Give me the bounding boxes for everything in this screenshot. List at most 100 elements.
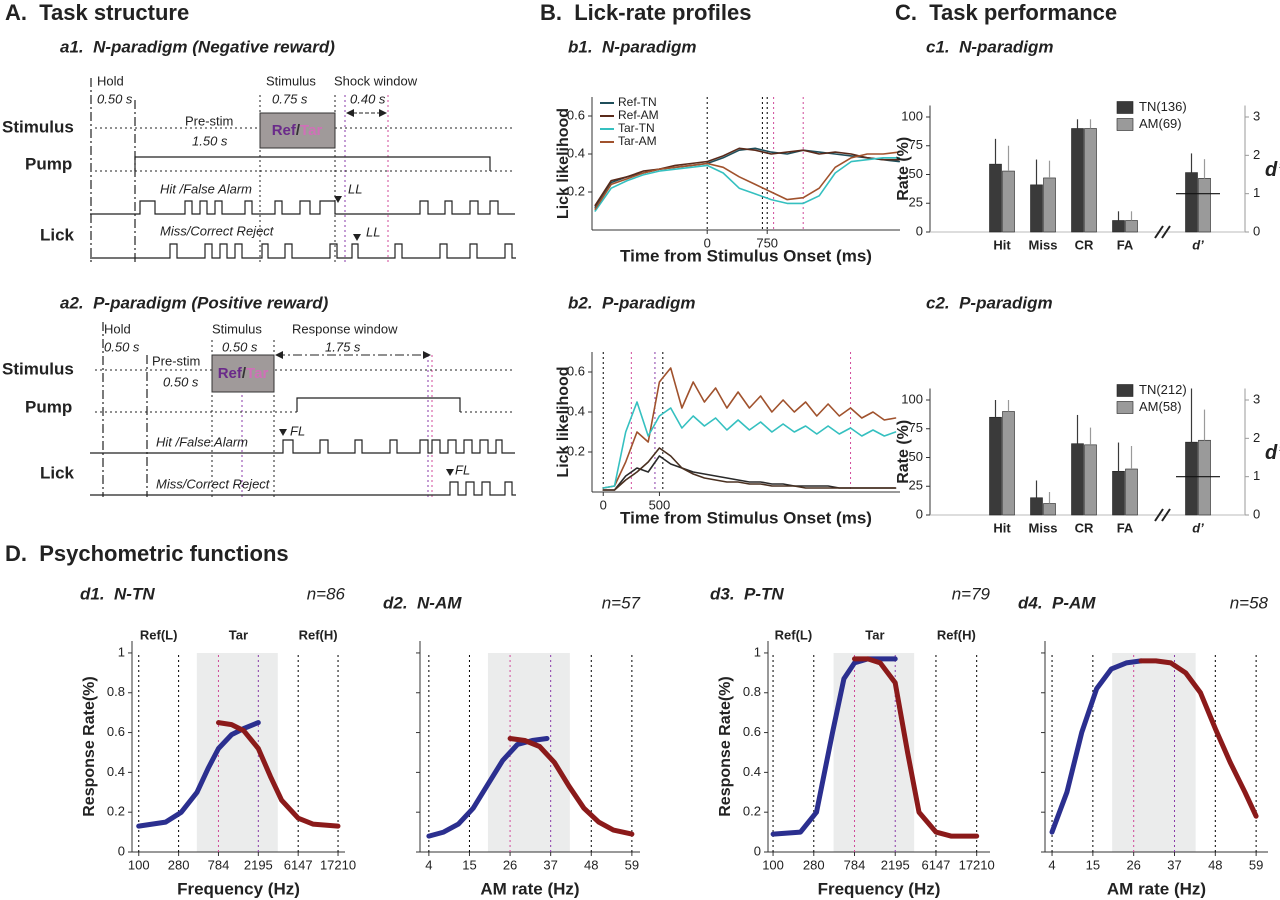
label: Pre-stim — [185, 113, 233, 128]
bar — [989, 163, 1002, 233]
y-tick-label: 1 — [118, 644, 125, 659]
lick-marker — [353, 234, 361, 241]
y-tick-label: 100 — [901, 108, 923, 123]
bar — [1071, 128, 1084, 233]
legend-label: Ref-AM — [618, 108, 659, 122]
y-tick-label: 0 — [916, 506, 923, 521]
x-tick-label: 37 — [543, 857, 557, 872]
x-tick-label: 100 — [128, 857, 150, 872]
x-tick-label: 59 — [1249, 857, 1263, 872]
region-label: Tar — [865, 627, 884, 642]
legend-label: AM(58) — [1139, 399, 1182, 414]
x-tick-label: 17210 — [320, 857, 356, 872]
x-tick-label: 784 — [208, 857, 230, 872]
label: 0.50 s — [163, 374, 199, 389]
x-tick-label: CR — [1075, 520, 1094, 535]
row-label: Lick — [40, 463, 75, 482]
label: Hit /False Alarm — [156, 434, 248, 449]
legend-label: Tar-AM — [618, 134, 657, 148]
panel-title: D. Psychometric functions — [5, 541, 289, 566]
y-tick-label: 0 — [754, 843, 761, 858]
subpanel-title: d4. P-AM — [1018, 593, 1096, 612]
lick-trace — [90, 481, 516, 496]
diagram-a2: a2. P-paradigm (Positive reward) Stimulu… — [2, 293, 516, 497]
legend-swatch — [1116, 401, 1134, 414]
panel-title: B. Lick-rate profiles — [540, 0, 752, 25]
y-tick-label: 25 — [909, 195, 923, 210]
y-tick-label: 75 — [909, 137, 923, 152]
y-tick-label: 50 — [909, 166, 923, 181]
y-tick-label: 0.4 — [107, 764, 125, 779]
bar — [1030, 497, 1043, 516]
pump-trace — [134, 156, 491, 171]
subpanel-title: d1. N-TN — [80, 584, 155, 603]
subpanel-title: a1. N-paradigm (Negative reward) — [60, 37, 335, 56]
label: Miss/Correct Reject — [156, 476, 271, 491]
subpanel-title: c1. N-paradigm — [926, 37, 1054, 56]
diagram-a1: a1. N-paradigm (Negative reward) Stimulu… — [2, 37, 516, 262]
y2-tick-label: 0 — [1253, 223, 1260, 238]
y-tick-label: 0.2 — [567, 443, 585, 458]
label: 0.40 s — [350, 91, 386, 106]
annotation: n=57 — [602, 593, 641, 612]
region-label: Ref(L) — [140, 627, 178, 642]
bar — [1125, 468, 1138, 516]
slash: / — [242, 365, 247, 382]
x-tick-label: Hit — [993, 237, 1011, 252]
bar — [1002, 411, 1015, 516]
y-tick-label: 0.6 — [107, 724, 125, 739]
x-axis-label: Time from Stimulus Onset (ms) — [620, 246, 872, 265]
y-axis-label: Rate (%) — [895, 420, 912, 484]
y-tick-label: 75 — [909, 420, 923, 435]
region-label: Ref(L) — [775, 627, 813, 642]
x-tick-label: FA — [1117, 520, 1134, 535]
label: Shock window — [334, 73, 418, 88]
x-axis-label: Frequency (Hz) — [818, 879, 941, 898]
subpanel-title: d3. P-TN — [710, 584, 784, 603]
legend-label: Ref-TN — [618, 95, 657, 109]
y2-axis-label: d’ — [1265, 159, 1280, 181]
bar — [1084, 444, 1097, 516]
y2-tick-label: 3 — [1253, 391, 1260, 406]
x-tick-label: 15 — [1086, 857, 1100, 872]
x-tick-label: 48 — [1208, 857, 1222, 872]
lick-trace — [90, 439, 515, 454]
target-region — [833, 653, 915, 852]
label: 0.50 s — [222, 339, 258, 354]
x-tick-label: CR — [1075, 237, 1094, 252]
series-line — [1138, 658, 1259, 819]
x-tick-label: d’ — [1192, 520, 1204, 535]
label: Hit /False Alarm — [160, 181, 252, 196]
lick-marker — [279, 429, 287, 436]
label: 0.50 s — [97, 91, 133, 106]
bar — [1125, 220, 1138, 233]
y2-tick-label: 1 — [1253, 185, 1260, 200]
label: FL — [290, 423, 305, 438]
lick-trace — [90, 200, 515, 215]
series-line — [216, 720, 341, 829]
y2-tick-label: 1 — [1253, 468, 1260, 483]
bar — [1043, 503, 1056, 516]
legend-swatch — [1116, 384, 1134, 397]
label: Stimulus — [266, 73, 316, 88]
row-label: Pump — [25, 154, 72, 173]
region-label: Ref(H) — [299, 627, 338, 642]
label: Pre-stim — [152, 353, 200, 368]
bar — [1112, 470, 1125, 516]
bar — [1198, 439, 1211, 516]
subpanel-title: a2. P-paradigm (Positive reward) — [60, 293, 329, 312]
y-axis-label: Response Rate(%) — [717, 676, 734, 816]
x-tick-label: d’ — [1192, 237, 1204, 252]
x-tick-label: 15 — [462, 857, 476, 872]
y-tick-label: 0 — [118, 843, 125, 858]
x-axis-label: Time from Stimulus Onset (ms) — [620, 508, 872, 527]
bar — [1030, 184, 1043, 233]
region-label: Ref(H) — [937, 627, 976, 642]
y-tick-label: 0.4 — [567, 145, 585, 160]
tar: Tar — [300, 122, 322, 139]
x-tick-label: FA — [1117, 237, 1134, 252]
series-line — [594, 147, 900, 207]
x-tick-label: 280 — [803, 857, 825, 872]
x-tick-label: 48 — [584, 857, 598, 872]
legend-swatch — [1116, 101, 1134, 114]
